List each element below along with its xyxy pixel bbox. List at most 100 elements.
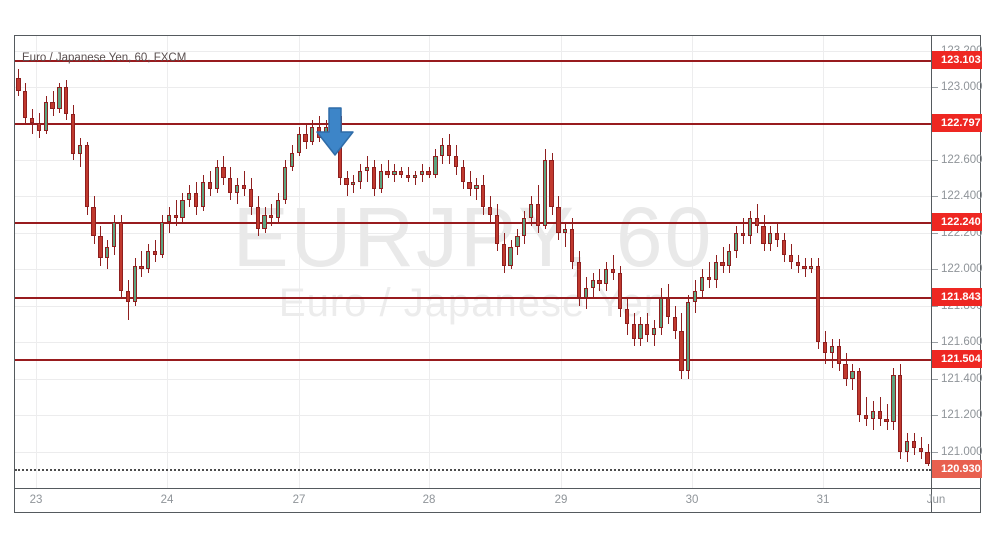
candle-body-bearish: [70, 114, 76, 155]
candle-body-bearish: [816, 265, 821, 343]
candle-body-bullish: [699, 276, 705, 292]
price-tick: [932, 87, 938, 88]
price-tick: [932, 269, 938, 270]
candle-body-bearish: [795, 262, 800, 266]
price-level-line[interactable]: [15, 222, 931, 224]
candle-body-bearish: [884, 418, 889, 423]
candle-body-bearish: [925, 451, 930, 465]
chart-plot-area[interactable]: EURJPY, 60 Euro / Japanese Yen: [15, 36, 931, 488]
candle-body-bullish: [713, 262, 718, 281]
candle-wick: [613, 254, 614, 281]
candle-body-bearish: [775, 232, 780, 241]
candle-body-bearish: [706, 276, 711, 281]
price-level-line[interactable]: [15, 60, 931, 62]
candle-body-bearish: [467, 181, 472, 190]
candle-body-bearish: [918, 447, 923, 452]
grid-line-horizontal: [15, 51, 931, 52]
time-scale[interactable]: 23 24 27 28 29 30 31 Jun: [15, 489, 982, 513]
candle-body-bearish: [228, 178, 233, 193]
candle-body-bullish: [282, 167, 288, 201]
grid-line-horizontal: [15, 196, 931, 197]
candle-body-bearish: [98, 236, 103, 259]
candle-body-bearish: [269, 214, 274, 219]
candle-wick: [388, 159, 389, 179]
candle-body-bearish: [781, 240, 787, 255]
grid-line-horizontal: [15, 306, 931, 307]
grid-line-horizontal: [15, 87, 931, 88]
candle-body-bullish: [734, 232, 739, 252]
candle-body-bullish: [364, 167, 370, 171]
candle-body-bearish: [761, 225, 766, 244]
candle-body-bullish: [768, 232, 773, 244]
price-level-line[interactable]: [15, 359, 931, 361]
candle-body-bearish: [570, 229, 575, 262]
candle-body-bullish: [638, 323, 643, 339]
price-level-label[interactable]: 121.843: [932, 288, 982, 306]
candle-body-bullish: [77, 145, 83, 155]
price-level-line[interactable]: [15, 297, 931, 299]
candle-body-bearish: [50, 101, 55, 109]
price-level-label[interactable]: 123.103: [932, 51, 982, 69]
candle-body-bullish: [105, 247, 110, 259]
grid-line-horizontal: [15, 379, 931, 380]
candle-body-bullish: [200, 181, 206, 208]
grid-line-horizontal: [15, 160, 931, 161]
candle-body-bearish: [556, 207, 561, 233]
candle-body-bullish: [904, 440, 910, 452]
price-level-label[interactable]: 122.797: [932, 114, 982, 132]
candle-body-bearish: [255, 207, 260, 230]
candle-body-bearish: [843, 364, 848, 379]
candle-body-bearish: [535, 203, 541, 226]
price-level-label[interactable]: 122.240: [932, 213, 982, 231]
candle-body-bearish: [241, 185, 247, 190]
candle-body-bearish: [29, 118, 35, 124]
candle-body-bullish: [57, 87, 62, 109]
price-level-line[interactable]: [15, 469, 931, 471]
candle-body-bearish: [617, 272, 623, 310]
candle-body-bearish: [857, 371, 862, 416]
grid-line-horizontal: [15, 415, 931, 416]
grid-line-vertical: [299, 36, 300, 488]
candle-wick: [743, 218, 744, 244]
price-tick-label: 121.000: [941, 445, 983, 458]
candle-body-bearish: [494, 214, 500, 244]
price-tick-label: 122.000: [941, 263, 983, 276]
candle-wick: [476, 178, 477, 201]
candle-wick: [866, 396, 867, 427]
grid-line-vertical: [36, 36, 37, 488]
candle-body-bearish: [446, 145, 452, 157]
candle-body-bullish: [43, 101, 48, 131]
price-scale[interactable]: 123.200123.000122.600122.400122.200122.0…: [932, 36, 983, 488]
candle-body-bullish: [235, 185, 240, 193]
candle-body-bullish: [289, 152, 294, 168]
candle-body-bearish: [317, 127, 322, 139]
candle-body-bullish: [159, 221, 165, 255]
price-tick: [932, 160, 938, 161]
candle-body-bearish: [679, 331, 684, 372]
grid-line-vertical: [429, 36, 430, 488]
candle-body-bullish: [351, 181, 356, 186]
candle-body-bearish: [385, 170, 390, 175]
time-tick-label: 24: [160, 494, 174, 506]
candle-body-bullish: [563, 229, 568, 233]
grid-line-horizontal: [15, 452, 931, 453]
grid-line-vertical: [561, 36, 562, 488]
candle-body-bearish: [453, 156, 459, 168]
candle-body-bearish: [631, 323, 636, 339]
candlestick-series: [15, 36, 931, 488]
candle-body-bullish: [850, 371, 855, 379]
candle-body-bullish: [891, 375, 896, 423]
candle-wick: [709, 262, 710, 288]
candle-body-bullish: [583, 287, 588, 299]
current-price-label[interactable]: 120.930: [932, 460, 982, 478]
candle-wick: [723, 247, 724, 273]
price-level-label[interactable]: 121.504: [932, 350, 982, 368]
candle-body-bearish: [91, 207, 96, 237]
candle-body-bearish: [720, 262, 725, 266]
candle-wick: [599, 269, 600, 292]
price-level-line[interactable]: [15, 123, 931, 125]
candle-body-bearish: [501, 243, 506, 266]
candle-body-bullish: [604, 269, 609, 284]
candle-body-bullish: [440, 145, 445, 157]
candle-body-bearish: [898, 375, 903, 452]
